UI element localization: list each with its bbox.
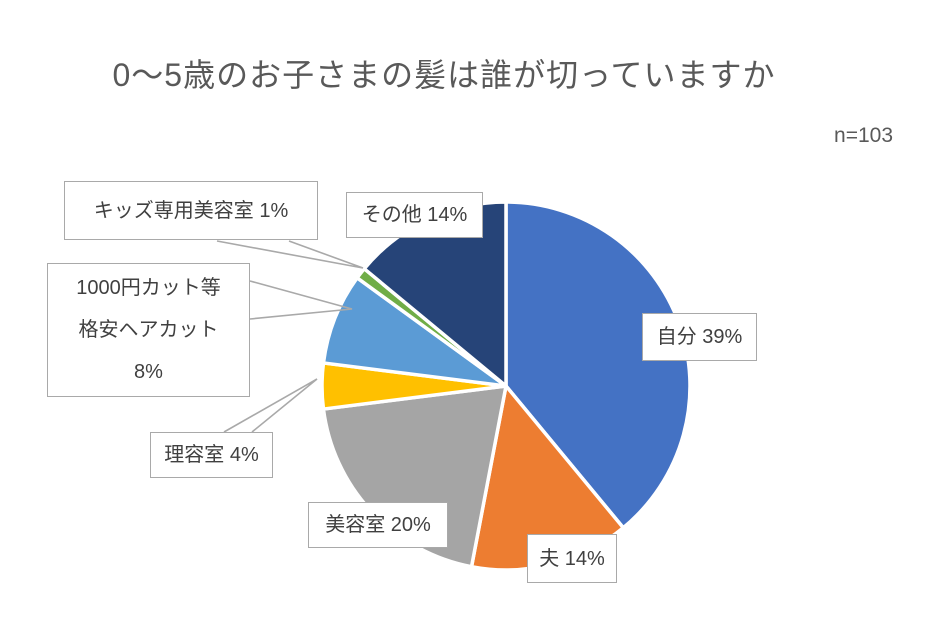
discount-haircut-leader-line xyxy=(249,280,353,320)
chart-title: 0～5歳のお子さまの髪は誰が切っていますか xyxy=(112,57,776,93)
label-husband: 夫 14% xyxy=(527,534,617,583)
label-beauty-salon: 美容室 20% xyxy=(308,502,448,548)
label-myself-text: 自分 39% xyxy=(656,326,743,348)
label-myself: 自分 39% xyxy=(642,313,757,361)
kids-salon-leader-line xyxy=(216,240,364,269)
label-kids-salon: キッズ専用美容室 1% xyxy=(64,181,318,240)
label-kids-salon-text: キッズ専用美容室 1% xyxy=(93,199,289,222)
label-other-text: その他 14% xyxy=(361,204,468,226)
label-discount-haircut-line2: 格安ヘアカット xyxy=(78,319,219,341)
label-other: その他 14% xyxy=(346,192,483,238)
label-barber-shop: 理容室 4% xyxy=(150,432,273,478)
sample-size-label: n=103 xyxy=(834,124,893,147)
label-barber-shop-text: 理容室 4% xyxy=(164,444,259,466)
leader-lines-group xyxy=(216,240,364,433)
barber-shop-leader-line xyxy=(223,378,318,433)
pie-slice-discount-haircut xyxy=(321,276,508,388)
label-husband-text: 夫 14% xyxy=(539,547,605,570)
label-discount-haircut-line3: 8% xyxy=(134,361,163,383)
label-discount-haircut-line1: 1000円カット等 xyxy=(76,277,221,299)
label-beauty-salon-text: 美容室 20% xyxy=(325,514,431,536)
label-discount-haircut: 1000円カット等 格安ヘアカット 8% xyxy=(47,263,250,397)
